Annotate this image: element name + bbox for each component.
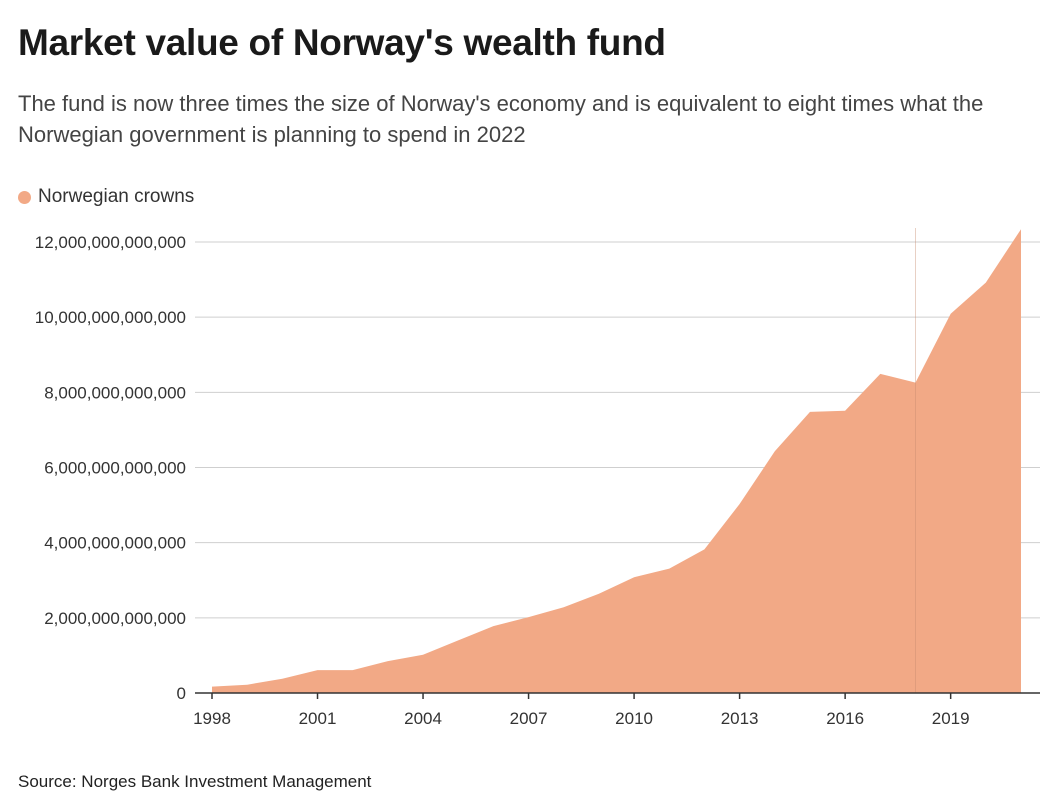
chart-title: Market value of Norway's wealth fund [18, 22, 666, 63]
x-tick-label: 2007 [510, 709, 548, 728]
y-axis-labels: 0 2,000,000,000,000 4,000,000,000,000 6,000… [35, 233, 186, 703]
y-tick-label: 10,000,000,000,000 [35, 308, 186, 327]
x-tick-label: 2013 [721, 709, 759, 728]
y-tick-label: 4,000,000,000,000 [44, 534, 186, 553]
source-note: Source: Norges Bank Investment Managemen… [18, 772, 372, 791]
x-tick-label: 1998 [193, 709, 231, 728]
legend-label: Norwegian crowns [38, 186, 195, 207]
x-tick-label: 2001 [299, 709, 337, 728]
x-tick-label: 2010 [615, 709, 653, 728]
x-axis [195, 692, 1040, 699]
area-series [212, 228, 1021, 693]
x-tick-label: 2016 [826, 709, 864, 728]
y-tick-label: 2,000,000,000,000 [44, 609, 186, 628]
y-tick-label: 12,000,000,000,000 [35, 233, 186, 252]
y-tick-label: 0 [177, 684, 186, 703]
x-tick-label: 2019 [932, 709, 970, 728]
y-tick-label: 6,000,000,000,000 [44, 459, 186, 478]
legend: Norwegian crowns [18, 186, 194, 208]
legend-swatch [18, 190, 31, 204]
chart-subtitle: The fund is now three times the size of … [18, 91, 984, 147]
x-tick-label: 2004 [404, 709, 442, 728]
series-area [212, 229, 1021, 693]
y-tick-label: 8,000,000,000,000 [44, 383, 186, 402]
x-axis-labels: 1998 2001 2004 2007 2010 2013 2016 2019 [193, 709, 969, 728]
area-chart: 0 2,000,000,000,000 4,000,000,000,000 6,000… [35, 228, 1040, 728]
